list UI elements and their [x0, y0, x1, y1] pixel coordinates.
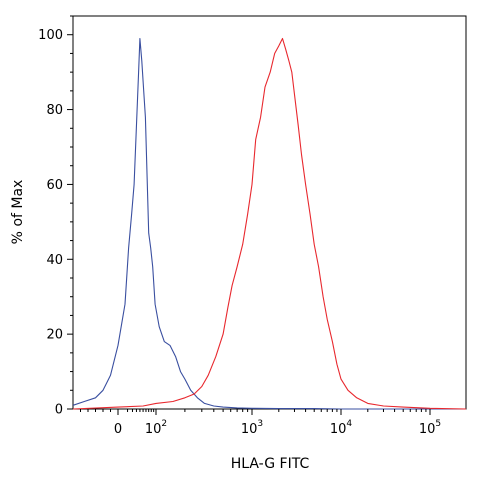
- y-axis-label: % of Max: [10, 180, 26, 245]
- x-axis: 0 102 103 104 105: [80, 409, 441, 437]
- y-tick-label: 60: [46, 178, 63, 193]
- y-tick-label: 20: [46, 328, 63, 343]
- x-tick-label: 102: [145, 419, 167, 437]
- series-layer: [72, 37, 467, 410]
- x-tick-label: 103: [241, 419, 263, 437]
- y-axis: 0 20 40 60 80 100: [38, 15, 73, 418]
- x-axis-label: HLA-G FITC: [231, 456, 310, 472]
- x-tick-label: 105: [419, 419, 441, 437]
- series-line-1: [72, 37, 466, 410]
- y-tick-label: 100: [38, 28, 63, 43]
- series-line-2: [72, 37, 467, 410]
- y-tick-label: 0: [55, 403, 63, 418]
- y-tick-label: 40: [46, 253, 63, 268]
- x-tick-label: 104: [330, 419, 353, 437]
- y-tick-label: 80: [46, 103, 63, 118]
- x-tick-label: 0: [114, 422, 122, 437]
